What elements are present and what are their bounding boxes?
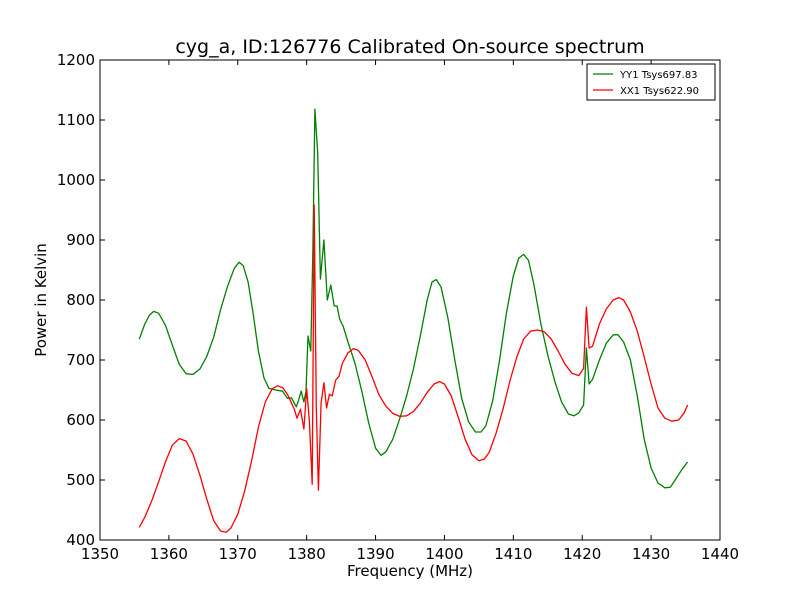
plot-frame: [99, 59, 721, 541]
legend-label-xx1: XX1 Tsys622.90: [620, 86, 699, 97]
x-tick-label: 1430: [632, 545, 670, 563]
y-tick-label: 400: [66, 531, 95, 549]
x-tick-label: 1410: [494, 545, 532, 563]
y-tick-label: 1000: [57, 171, 95, 189]
x-tick-label: 1440: [701, 545, 739, 563]
y-tick-label: 1200: [57, 51, 95, 69]
x-tick-label: 1360: [150, 545, 188, 563]
series-line-1: [138, 204, 689, 533]
y-tick-label: 600: [66, 411, 95, 429]
x-tick-label: 1420: [563, 545, 601, 563]
x-tick-label: 1400: [425, 545, 463, 563]
series-line-0: [138, 108, 689, 489]
chart-title: cyg_a, ID:126776 Calibrated On-source sp…: [175, 36, 644, 58]
x-tick-label: 1390: [356, 545, 394, 563]
plot-lines: [138, 108, 689, 533]
x-tick-label: 1350: [81, 545, 119, 563]
legend-label-yy1: YY1 Tsys697.83: [619, 70, 698, 81]
y-axis: 400 500 600 700 800 900 1000 1100 1200: [57, 51, 720, 549]
x-tick-label: 1380: [288, 545, 326, 563]
legend: YY1 Tsys697.83 XX1 Tsys622.90: [586, 63, 716, 101]
y-tick-label: 700: [66, 351, 95, 369]
y-tick-label: 800: [66, 291, 95, 309]
y-tick-label: 1100: [57, 111, 95, 129]
y-tick-label: 500: [66, 471, 95, 489]
legend-box: [586, 63, 716, 101]
x-tick-label: 1370: [219, 545, 257, 563]
x-axis: 1350 1360 1370 1380 1390 1400 1410 1420 1430 1440: [81, 60, 739, 563]
y-tick-label: 900: [66, 231, 95, 249]
x-axis-title: Frequency (MHz): [347, 562, 473, 580]
y-axis-title: Power in Kelvin: [32, 243, 50, 357]
